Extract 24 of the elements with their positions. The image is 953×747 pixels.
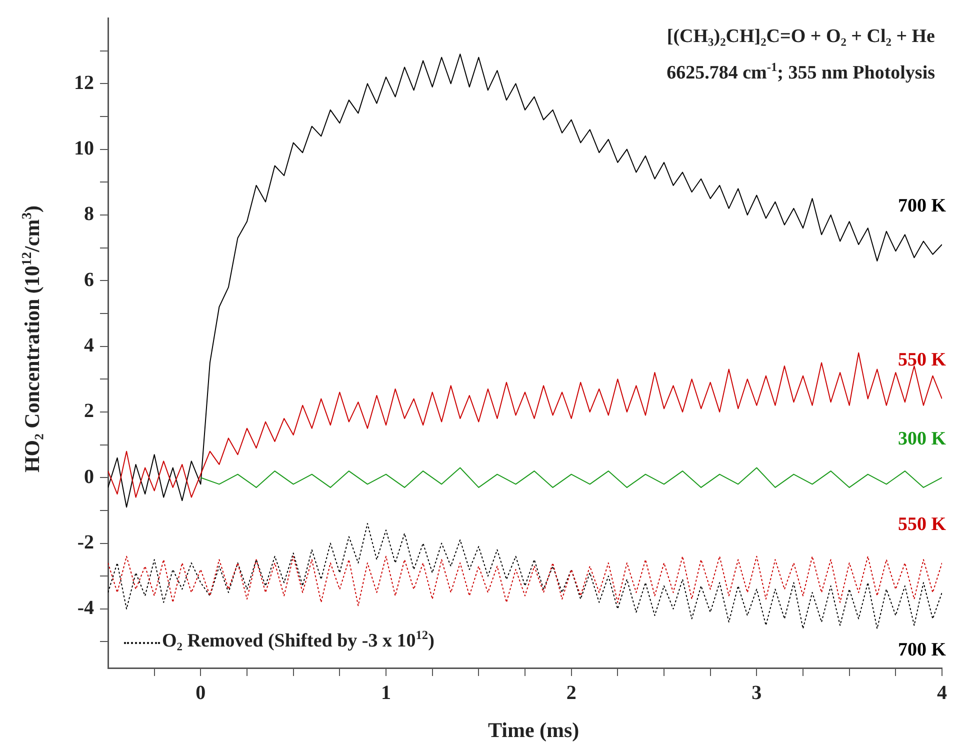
chart-title: [(CH₃)₂CH]₂C=O + O₂ + Cl₂ + He bbox=[666, 26, 935, 48]
series-label: 550 K bbox=[898, 514, 946, 535]
x-tick-label: 1 bbox=[381, 682, 391, 704]
text: 6625.784 cm$^{-1}$; 355 nm Photolysis bbox=[666, 60, 935, 84]
x-tick-label: 3 bbox=[752, 682, 762, 704]
series-label: 700 K bbox=[898, 639, 946, 660]
y-tick-label: 4 bbox=[84, 334, 94, 356]
x-tick-label: 0 bbox=[196, 682, 206, 704]
y-tick-label: -2 bbox=[77, 531, 94, 554]
x-tick-label: 2 bbox=[566, 682, 576, 704]
y-tick-label: 2 bbox=[84, 400, 94, 422]
x-tick-label: 4 bbox=[937, 682, 947, 704]
y-tick-label: 10 bbox=[74, 137, 94, 160]
y-tick-label: -4 bbox=[77, 597, 94, 620]
series-label: 550 K bbox=[898, 350, 946, 371]
line-series bbox=[108, 556, 942, 606]
y-tick-label: 0 bbox=[84, 466, 94, 488]
series-label: 700 K bbox=[898, 195, 946, 216]
y-tick-label: 8 bbox=[84, 203, 94, 226]
x-axis-title: Time (ms) bbox=[488, 718, 580, 743]
y-tick-label: 6 bbox=[84, 268, 94, 291]
annotation: O₂ Removed (Shifted by -3 x 10$^{12}$) bbox=[162, 628, 434, 652]
y-tick-label: 12 bbox=[74, 72, 94, 94]
series-label: 300 K bbox=[898, 428, 946, 450]
